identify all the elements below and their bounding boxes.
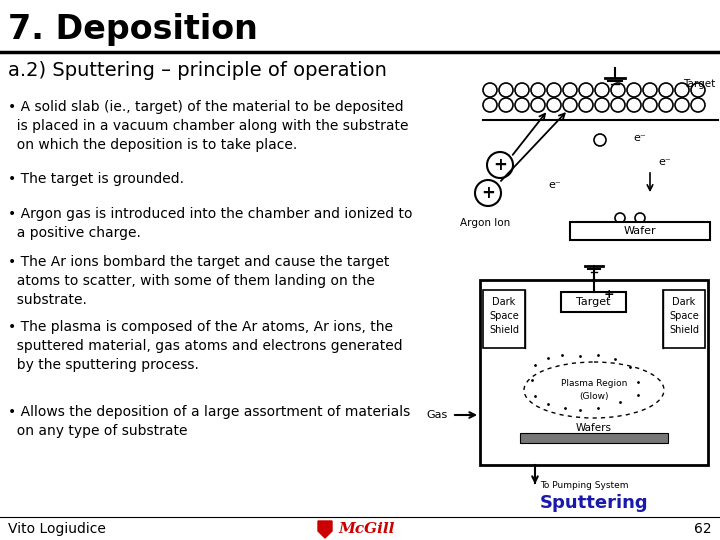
Text: Sputtering: Sputtering — [540, 494, 648, 512]
Text: 62: 62 — [694, 522, 712, 536]
Text: 7. Deposition: 7. Deposition — [8, 14, 258, 46]
Text: Wafer: Wafer — [624, 226, 657, 236]
Ellipse shape — [524, 362, 664, 418]
Text: To Pumping System: To Pumping System — [540, 481, 629, 489]
Bar — [483, 290, 525, 348]
Bar — [663, 290, 705, 348]
Text: • The target is grounded.: • The target is grounded. — [8, 172, 184, 186]
Bar — [561, 292, 626, 312]
Bar — [570, 222, 710, 240]
Bar — [520, 433, 668, 443]
Text: Shield: Shield — [669, 325, 699, 335]
Polygon shape — [318, 521, 332, 538]
Text: Vito Logiudice: Vito Logiudice — [8, 522, 106, 536]
Text: e⁻: e⁻ — [659, 157, 671, 167]
Text: • A solid slab (ie., target) of the material to be deposited
  is placed in a va: • A solid slab (ie., target) of the mate… — [8, 100, 408, 152]
Text: Target: Target — [683, 79, 715, 89]
Text: Dark: Dark — [672, 297, 696, 307]
Text: Plasma Region: Plasma Region — [561, 380, 627, 388]
Text: • Allows the deposition of a large assortment of materials
  on any type of subs: • Allows the deposition of a large assor… — [8, 405, 410, 438]
Text: Argon Ion: Argon Ion — [460, 218, 510, 228]
Text: +: + — [603, 288, 614, 301]
Text: • The Ar ions bombard the target and cause the target
  atoms to scatter, with s: • The Ar ions bombard the target and cau… — [8, 255, 390, 307]
Text: Space: Space — [669, 311, 699, 321]
Text: Target: Target — [576, 297, 611, 307]
Text: • Argon gas is introduced into the chamber and ionized to
  a positive charge.: • Argon gas is introduced into the chamb… — [8, 207, 413, 240]
Text: Space: Space — [489, 311, 519, 321]
Bar — [480, 280, 708, 465]
Text: e⁻: e⁻ — [634, 133, 647, 143]
Text: Shield: Shield — [489, 325, 519, 335]
Text: Gas: Gas — [427, 410, 448, 420]
Text: (Glow): (Glow) — [580, 393, 608, 402]
Text: +: + — [481, 184, 495, 202]
Text: +: + — [493, 156, 507, 174]
Text: a.2) Sputtering – principle of operation: a.2) Sputtering – principle of operation — [8, 60, 387, 79]
Text: Dark: Dark — [492, 297, 516, 307]
Text: Wafers: Wafers — [576, 423, 612, 433]
Text: e⁻: e⁻ — [549, 180, 562, 190]
Text: • The plasma is composed of the Ar atoms, Ar ions, the
  sputtered material, gas: • The plasma is composed of the Ar atoms… — [8, 320, 402, 372]
Text: McGill: McGill — [338, 522, 395, 536]
